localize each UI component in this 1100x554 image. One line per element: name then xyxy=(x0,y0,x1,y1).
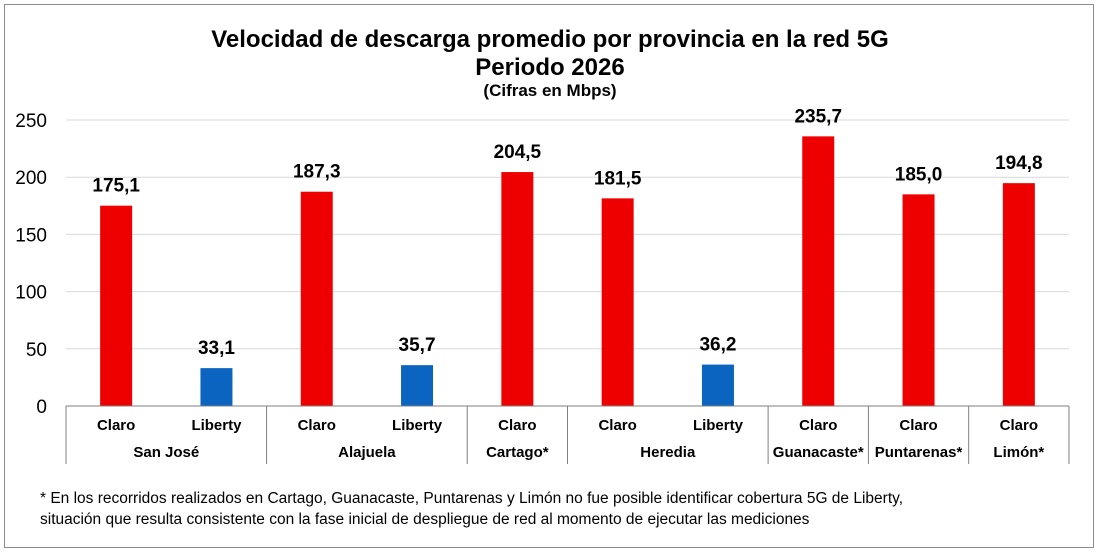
y-tick-label: 200 xyxy=(15,168,47,189)
footnote-line-1: * En los recorridos realizados en Cartag… xyxy=(40,490,904,507)
data-label: 194,8 xyxy=(995,153,1043,174)
x-tick-operator: Claro xyxy=(498,417,536,434)
x-group-label: Guanacaste* xyxy=(773,444,864,461)
data-label: 204,5 xyxy=(494,142,542,163)
x-group-label: Puntarenas* xyxy=(875,444,963,461)
data-label: 36,2 xyxy=(699,335,736,356)
bar-claro xyxy=(802,136,835,407)
data-label: 185,0 xyxy=(895,164,943,185)
data-label: 187,3 xyxy=(293,162,341,183)
x-tick-operator: Claro xyxy=(1000,417,1038,434)
x-tick-operator: Claro xyxy=(899,417,937,434)
x-tick-operator: Claro xyxy=(799,417,837,434)
bar-claro xyxy=(100,205,133,406)
bar-claro xyxy=(601,198,634,406)
y-tick-label: 150 xyxy=(15,225,47,246)
x-group-label: Heredia xyxy=(640,444,696,461)
data-label: 175,1 xyxy=(92,176,140,197)
data-label: 181,5 xyxy=(594,168,642,189)
x-tick-operator: Liberty xyxy=(191,417,242,434)
data-label: 35,7 xyxy=(399,335,436,356)
bar-claro xyxy=(300,191,333,406)
x-axis: Claro Liberty Claro Liberty Claro Claro Libert… xyxy=(65,405,1070,464)
gridlines xyxy=(66,119,1069,350)
data-label: 33,1 xyxy=(198,338,235,359)
x-tick-operator: Liberty xyxy=(693,417,744,434)
footnote-line-2: situación que resulta consistente con la… xyxy=(40,511,810,528)
y-tick-label: 0 xyxy=(36,397,47,418)
x-tick-operator: Liberty xyxy=(392,417,443,434)
bars xyxy=(100,136,1035,407)
y-tick-label: 250 xyxy=(15,111,47,132)
bar-claro xyxy=(501,172,534,406)
x-tick-operator: Claro xyxy=(298,417,336,434)
x-group-label: San José xyxy=(133,444,199,461)
x-group-label: Cartago* xyxy=(486,444,549,461)
chart-subtitle: Periodo 2026 xyxy=(475,54,625,81)
bar-liberty xyxy=(701,364,734,406)
bar-claro xyxy=(902,194,935,406)
bar-liberty xyxy=(401,365,434,406)
data-labels: 175,1 33,1 187,3 35,7 204,5 181,5 36,2 235,7 185… xyxy=(92,106,1042,359)
data-label: 235,7 xyxy=(794,106,842,127)
chart-title: Velocidad de descarga promedio por provi… xyxy=(211,26,889,53)
bar-liberty xyxy=(200,368,233,406)
y-axis-ticks: 0 50 100 150 200 250 xyxy=(15,111,47,418)
chart-units-note: (Cifras en Mbps) xyxy=(483,81,617,100)
bar-claro xyxy=(1002,183,1035,406)
x-group-label: Alajuela xyxy=(338,444,396,461)
y-tick-label: 50 xyxy=(26,340,47,361)
x-tick-operator: Claro xyxy=(97,417,135,434)
y-tick-label: 100 xyxy=(15,283,47,304)
x-group-label: Limón* xyxy=(993,444,1044,461)
x-tick-operator: Claro xyxy=(598,417,636,434)
